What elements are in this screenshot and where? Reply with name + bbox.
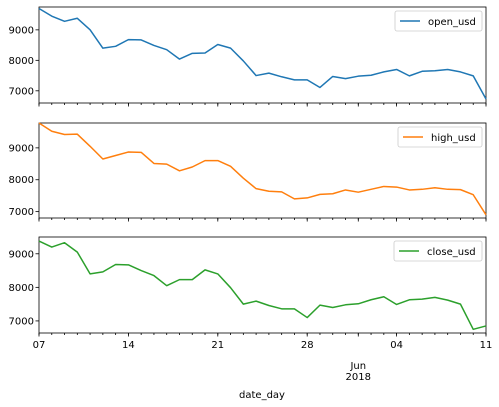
panel-open-x-axis xyxy=(38,103,487,107)
y-tick-label: 9000 xyxy=(9,249,34,260)
x-tick-label: Jun xyxy=(349,361,366,372)
x-tick-label: 28 xyxy=(301,340,314,351)
panel-close-frame xyxy=(38,236,487,334)
panel-close-series xyxy=(38,240,487,331)
panel-close-legend: close_usd xyxy=(393,240,483,262)
y-tick-label: 8000 xyxy=(9,283,34,294)
series-line-open_usd xyxy=(38,7,487,100)
series-line-high_usd xyxy=(38,122,487,216)
panel-open: 7000 8000 9000 open_usd xyxy=(9,6,487,107)
panel-open-series xyxy=(38,7,487,100)
x-axis-title: date_day xyxy=(239,390,285,401)
legend-box xyxy=(397,126,483,148)
panel-high-x-axis xyxy=(38,218,487,222)
panel-open-y-axis: 7000 8000 9000 xyxy=(9,25,39,97)
panel-open-legend: open_usd xyxy=(394,10,483,32)
x-tick-label: 04 xyxy=(390,340,403,351)
x-tick-label: 2018 xyxy=(346,372,371,383)
legend-box xyxy=(393,240,483,262)
y-tick-label: 7000 xyxy=(9,86,34,97)
x-tick-label: 21 xyxy=(211,340,224,351)
legend-label: high_usd xyxy=(431,133,476,144)
series-line-close_usd xyxy=(38,240,487,331)
y-tick-label: 9000 xyxy=(9,25,34,36)
panel-close-y-axis: 7000 8000 9000 xyxy=(9,249,39,327)
panel-high-frame xyxy=(38,122,487,219)
legend-box xyxy=(394,10,483,32)
y-tick-label: 7000 xyxy=(9,316,34,327)
panel-high-legend: high_usd xyxy=(397,126,483,148)
legend-label: close_usd xyxy=(427,247,476,258)
panel-high: 7000 8000 9000 high_usd xyxy=(9,122,487,222)
x-tick-label: 14 xyxy=(122,340,135,351)
legend-label: open_usd xyxy=(428,17,476,28)
y-tick-label: 8000 xyxy=(9,175,34,186)
panel-close-x-axis xyxy=(38,333,487,337)
y-tick-label: 8000 xyxy=(9,56,34,67)
x-tick-label: 11 xyxy=(480,340,493,351)
panel-close: 7000 8000 9000 close_usd xyxy=(9,236,487,337)
y-tick-label: 7000 xyxy=(9,207,34,218)
panel-high-y-axis: 7000 8000 9000 xyxy=(9,143,39,218)
panel-open-frame xyxy=(38,6,487,104)
x-tick-label: 07 xyxy=(33,340,46,351)
y-tick-label: 9000 xyxy=(9,143,34,154)
panel-high-series xyxy=(38,122,487,216)
